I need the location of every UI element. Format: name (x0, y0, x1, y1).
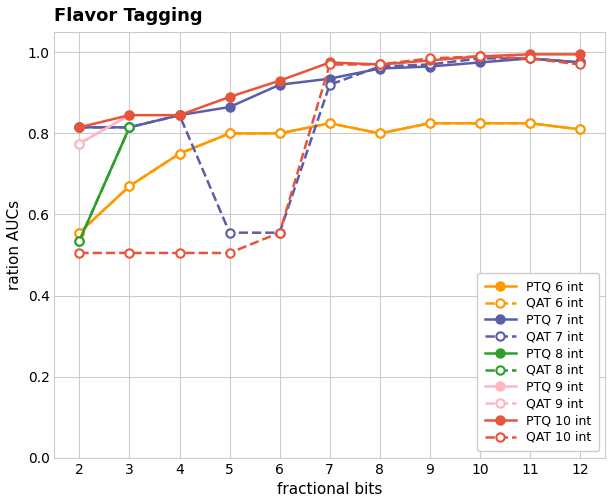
QAT 7 int (577, 59, 584, 66)
Line: QAT 6 int: QAT 6 int (75, 119, 584, 237)
Line: PTQ 9 int: PTQ 9 int (75, 111, 133, 148)
QAT 7 int (176, 112, 183, 118)
PTQ 10 int (76, 124, 83, 131)
QAT 6 int (126, 183, 133, 189)
QAT 6 int (577, 127, 584, 133)
QAT 10 int (126, 250, 133, 256)
QAT 10 int (376, 61, 384, 68)
PTQ 7 int (276, 82, 283, 88)
QAT 10 int (76, 250, 83, 256)
QAT 7 int (326, 82, 334, 88)
PTQ 10 int (226, 94, 233, 100)
PTQ 9 int (76, 141, 83, 147)
QAT 8 int (126, 124, 133, 131)
PTQ 6 int (426, 120, 433, 127)
PTQ 10 int (426, 57, 433, 64)
PTQ 7 int (426, 64, 433, 70)
QAT 6 int (526, 120, 534, 127)
QAT 10 int (276, 230, 283, 236)
QAT 7 int (226, 230, 233, 236)
PTQ 6 int (76, 230, 83, 236)
PTQ 7 int (126, 124, 133, 131)
PTQ 8 int (126, 124, 133, 131)
PTQ 6 int (577, 127, 584, 133)
Text: Flavor Tagging: Flavor Tagging (54, 7, 203, 25)
PTQ 6 int (226, 131, 233, 137)
Line: PTQ 7 int: PTQ 7 int (75, 54, 584, 132)
QAT 7 int (426, 61, 433, 68)
PTQ 10 int (577, 51, 584, 57)
Legend: PTQ 6 int, QAT 6 int, PTQ 7 int, QAT 7 int, PTQ 8 int, QAT 8 int, PTQ 9 int, QAT: PTQ 6 int, QAT 6 int, PTQ 7 int, QAT 7 i… (477, 273, 599, 452)
QAT 6 int (276, 131, 283, 137)
QAT 10 int (326, 61, 334, 68)
PTQ 10 int (376, 61, 384, 68)
PTQ 6 int (376, 131, 384, 137)
Line: QAT 9 int: QAT 9 int (75, 111, 133, 148)
PTQ 10 int (176, 112, 183, 118)
QAT 6 int (326, 120, 334, 127)
PTQ 9 int (126, 112, 133, 118)
PTQ 10 int (526, 51, 534, 57)
QAT 9 int (76, 141, 83, 147)
QAT 6 int (76, 230, 83, 236)
QAT 10 int (426, 55, 433, 61)
PTQ 7 int (176, 112, 183, 118)
QAT 10 int (476, 53, 483, 59)
QAT 10 int (176, 250, 183, 256)
PTQ 10 int (126, 112, 133, 118)
QAT 7 int (476, 55, 483, 61)
QAT 7 int (76, 124, 83, 131)
PTQ 6 int (326, 120, 334, 127)
Line: PTQ 6 int: PTQ 6 int (75, 119, 584, 237)
QAT 9 int (126, 112, 133, 118)
QAT 6 int (226, 131, 233, 137)
Line: PTQ 10 int: PTQ 10 int (75, 50, 584, 132)
PTQ 10 int (276, 78, 283, 84)
QAT 7 int (126, 124, 133, 131)
QAT 6 int (376, 131, 384, 137)
Line: QAT 7 int: QAT 7 int (75, 54, 584, 237)
PTQ 7 int (226, 104, 233, 110)
QAT 7 int (376, 64, 384, 70)
QAT 10 int (226, 250, 233, 256)
QAT 6 int (476, 120, 483, 127)
QAT 10 int (577, 61, 584, 68)
PTQ 6 int (276, 131, 283, 137)
PTQ 6 int (526, 120, 534, 127)
PTQ 7 int (326, 76, 334, 82)
Y-axis label: ration AUCs: ration AUCs (7, 200, 22, 290)
Line: PTQ 8 int: PTQ 8 int (75, 123, 133, 245)
PTQ 6 int (476, 120, 483, 127)
QAT 6 int (176, 151, 183, 157)
QAT 6 int (426, 120, 433, 127)
PTQ 10 int (326, 59, 334, 66)
Line: QAT 10 int: QAT 10 int (75, 52, 584, 257)
PTQ 6 int (176, 151, 183, 157)
QAT 7 int (526, 55, 534, 61)
PTQ 7 int (76, 124, 83, 131)
QAT 10 int (526, 55, 534, 61)
QAT 7 int (276, 230, 283, 236)
QAT 8 int (76, 238, 83, 244)
PTQ 7 int (577, 59, 584, 66)
PTQ 6 int (126, 183, 133, 189)
PTQ 8 int (76, 238, 83, 244)
PTQ 10 int (476, 53, 483, 59)
Line: QAT 8 int: QAT 8 int (75, 123, 133, 245)
PTQ 7 int (476, 59, 483, 66)
PTQ 7 int (376, 66, 384, 72)
PTQ 7 int (526, 55, 534, 61)
X-axis label: fractional bits: fractional bits (277, 482, 382, 497)
